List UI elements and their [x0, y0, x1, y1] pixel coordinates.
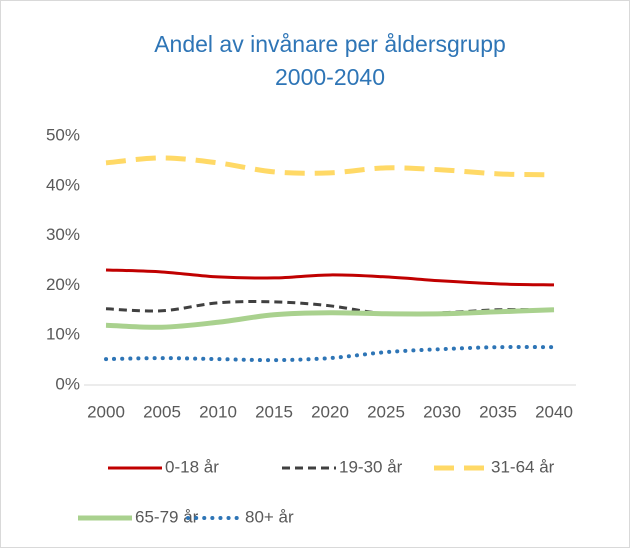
x-tick-label: 2015: [255, 402, 293, 421]
x-tick-label: 2025: [367, 402, 405, 421]
legend-label: 80+ år: [245, 507, 294, 526]
x-tick-label: 2005: [143, 402, 181, 421]
legend-label: 31-64 år: [491, 457, 555, 476]
y-tick-label: 50%: [46, 125, 80, 144]
y-tick-label: 0%: [55, 374, 80, 393]
x-tick-label: 2030: [423, 402, 461, 421]
series-line: [104, 345, 556, 363]
series-line: [105, 307, 555, 330]
x-tick-label: 2020: [311, 402, 349, 421]
series-line: [105, 268, 555, 287]
x-tick-label: 2010: [199, 402, 237, 421]
x-tick-label: 2000: [87, 402, 125, 421]
chart-title: Andel av invånare per åldersgrupp: [154, 31, 506, 57]
y-tick-label: 20%: [46, 275, 80, 294]
x-tick-label: 2035: [479, 402, 517, 421]
y-tick-label: 30%: [46, 225, 80, 244]
legend-label: 0-18 år: [165, 457, 219, 476]
y-tick-label: 40%: [46, 175, 80, 194]
legend-label: 19-30 år: [339, 457, 403, 476]
x-tick-label: 2040: [535, 402, 573, 421]
chart-title: 2000-2040: [275, 64, 385, 90]
y-tick-label: 10%: [46, 325, 80, 344]
series-line: [105, 155, 555, 178]
legend-label: 65-79 år: [135, 507, 199, 526]
